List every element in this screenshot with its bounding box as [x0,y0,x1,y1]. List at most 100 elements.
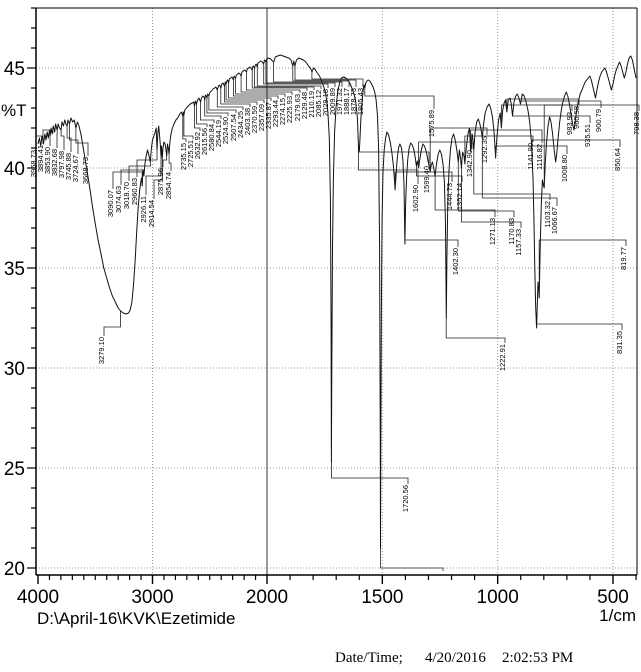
peak-label: 2179.63 [293,94,302,121]
peak-label: 2110.19 [307,91,316,118]
peak-leader [256,66,322,89]
peak-leader [208,95,237,113]
peak-label: 850.64 [613,148,622,171]
peak-label: 1402.30 [451,248,460,275]
x-tick-label: 3000 [131,587,173,608]
peak-leader [404,239,459,247]
peak-leader [512,115,591,123]
peak-label: 1141.90 [526,143,535,170]
peak-leader [460,167,522,228]
peak-label: 2434.25 [236,111,245,138]
peak-leader [265,62,336,87]
peak-label: 1599.40 [422,166,431,193]
peak-leader [543,104,640,188]
peak-label: 819.77 [619,247,628,270]
peak-leader [536,323,623,330]
peak-leader [66,125,72,152]
peak-leader [182,116,187,142]
peak-label: 2926.11 [139,196,148,223]
peak-leader [331,459,409,484]
peak-label: 3797.98 [57,151,66,178]
peak-leader [153,157,163,199]
peak-leader [196,103,208,127]
peak-label: 1170.83 [507,218,516,245]
peak-leader [136,149,158,177]
peak-leader [263,63,329,88]
peak-leader [364,88,435,109]
x-tick-label: 500 [597,587,629,608]
y-tick-label: 20 [4,559,25,580]
peak-leader [538,239,627,298]
peak-leader [394,171,453,190]
peak-label: 2274.15 [278,98,287,125]
peak-leader [60,130,65,150]
peak-leader [228,82,272,101]
x-tick-label: 1500 [361,587,403,608]
peak-label: 3090.07 [106,190,115,217]
peak-label: 2960.83 [130,178,139,205]
y-tick-label: 35 [4,259,25,280]
peak-label: 1444.73 [445,183,454,210]
peak-leader [232,79,279,99]
x-axis-unit-label: 1/cm [599,606,636,625]
peak-label: 3894.41 [36,145,45,172]
peak-leader [120,169,145,185]
peak-label: 1805.43 [356,88,365,115]
peak-label: 2544.19 [214,120,223,147]
peak-label: 2085.12 [314,90,323,117]
peak-label: 2632.92 [193,132,202,159]
peak-leader [358,152,419,184]
peak-label: 3279.10 [97,337,106,364]
y-tick-label: 40 [4,159,25,180]
peak-label: 3968.73 [29,150,38,177]
peak-label: 1602.90 [411,185,420,212]
peak-leader [495,145,568,158]
x-tick-label: 4000 [17,587,59,608]
peak-leader [506,98,580,112]
peak-label: 1008.80 [560,155,569,182]
peak-leader [69,123,79,154]
peak-leader [457,161,515,217]
peak-leader [473,149,551,200]
y-axis-unit-label: %T [1,101,27,120]
peak-label: 2009.89 [328,88,337,115]
peak-leader [500,104,573,128]
peak-label: 1222.91 [498,344,507,371]
y-tick-label: 30 [4,359,25,380]
peak-label: 831.35 [615,331,624,354]
peak-leader [311,71,364,87]
peak-label: 1878.73 [349,88,358,115]
peak-label: 1066.67 [550,207,559,234]
peak-label: 2225.93 [285,96,294,123]
peak-leader [434,176,496,217]
peak-leader [194,106,201,131]
datetime-label: Date/Time; [335,650,403,666]
peak-label: 3018.70 [122,182,131,209]
time-value: 2:02:53 PM [502,650,574,666]
peak-label: 1342.90 [465,150,474,177]
peak-leader [128,161,151,181]
peak-leader [245,71,301,93]
peak-label: 2357.09 [257,104,266,131]
peak-leader [112,171,143,189]
peak-leader [224,85,258,105]
peak-label: 2524.90 [221,117,230,144]
peak-leader [168,153,172,171]
peak-label: 1971.32 [335,88,344,115]
peak-label: 1575.89 [427,110,436,137]
peak-label: 900.79 [594,109,603,132]
peak-label: 1720.56 [401,485,410,512]
peak-label: 2370.59 [250,106,259,133]
peak-leader [183,114,194,139]
x-tick-label: 1000 [477,587,519,608]
peak-label: 2403.38 [243,108,252,135]
peak-label: 2725.51 [186,140,195,167]
peak-leader [200,101,215,123]
peak-label: 1292.35 [480,136,489,163]
peak-label: 2914.54 [147,200,156,227]
peak-leader [380,548,444,571]
peak-label: 2615.56 [200,128,209,155]
peak-leader [251,69,308,91]
